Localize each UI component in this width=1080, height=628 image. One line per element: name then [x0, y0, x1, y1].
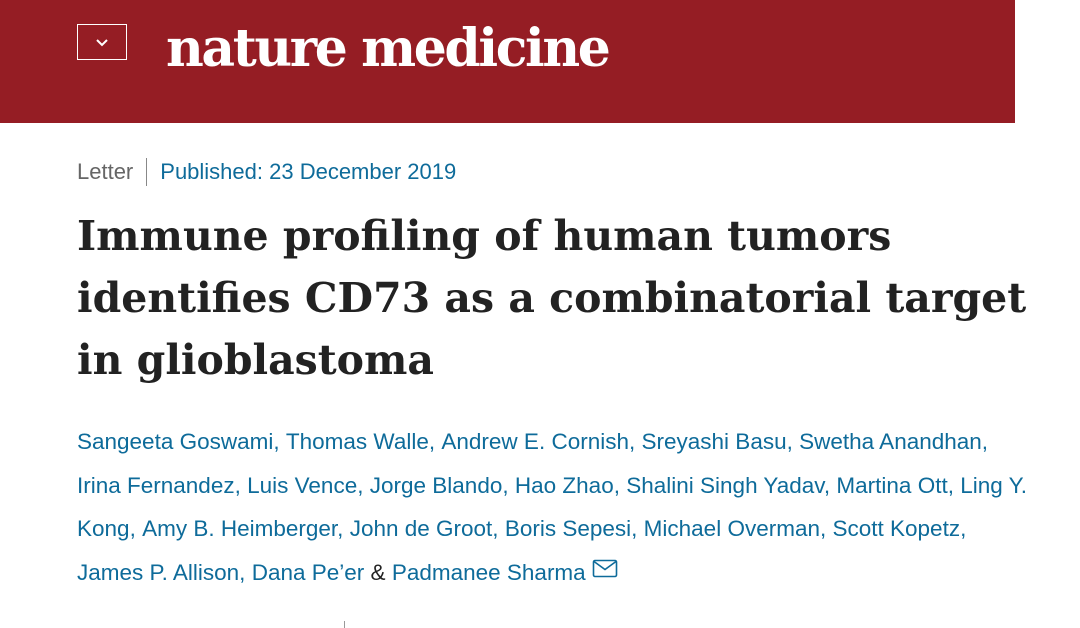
author-link[interactable]: Michael Overman — [643, 516, 820, 541]
author-separator: , — [502, 472, 509, 498]
author-link[interactable]: John de Groot — [349, 516, 493, 541]
author-item: Sreyashi Basu, — [642, 429, 800, 454]
author-separator: , — [786, 429, 793, 454]
author-link[interactable]: Ling Y. Kong — [77, 472, 1027, 542]
author-item: Michael Overman, — [644, 516, 833, 541]
author-item: Amy B. Heimberger, — [142, 516, 350, 541]
author-item: Irina Fernandez, — [77, 473, 247, 498]
site-header: nature medicine — [0, 0, 1015, 123]
author-item: John de Groot, — [350, 516, 505, 541]
author-link[interactable]: Luis Vence — [247, 472, 358, 498]
author-separator: , — [819, 516, 827, 541]
author-separator: , — [234, 472, 241, 498]
author-separator: , — [947, 472, 954, 498]
author-link[interactable]: Andrew E. Cornish — [441, 429, 629, 454]
author-link[interactable]: Jorge Blando — [369, 472, 503, 498]
author-link[interactable]: Swetha Anandhan — [799, 429, 982, 454]
author-item: Boris Sepesi, — [505, 516, 644, 541]
author-separator: , — [823, 472, 831, 498]
author-item: Scott Kopetz, — [833, 516, 967, 541]
author-link[interactable]: Thomas Walle — [285, 429, 429, 454]
author-link[interactable]: Boris Sepesi — [504, 516, 632, 541]
chevron-down-icon — [96, 38, 108, 46]
author-link[interactable]: Shalini Singh Yadav — [626, 472, 824, 498]
author-link[interactable]: Dana Pe’er — [251, 559, 365, 585]
author-item: Andrew E. Cornish, — [441, 429, 641, 454]
author-item: Sangeeta Goswami, — [77, 429, 286, 454]
author-item: Thomas Walle, — [286, 429, 442, 454]
author-item: Luis Vence, — [247, 473, 370, 498]
author-link[interactable]: Amy B. Heimberger — [142, 516, 338, 541]
author-separator: , — [981, 429, 989, 454]
published-date: Published: 23 December 2019 — [160, 159, 457, 184]
author-separator: , — [273, 429, 280, 454]
author-item: Martina Ott, — [836, 473, 960, 498]
author-link[interactable]: Martina Ott — [836, 472, 948, 498]
article-title: Immune profiling of human tumors identif… — [77, 212, 1027, 384]
author-separator: , — [239, 559, 246, 585]
author-separator: , — [492, 516, 499, 541]
author-list: Sangeeta Goswami, Thomas Walle, Andrew E… — [77, 420, 1037, 594]
menu-toggle-button[interactable] — [77, 24, 127, 60]
author-item: Ling Y. Kong, — [77, 473, 1027, 542]
site-logo[interactable]: nature medicine — [166, 18, 611, 79]
author-separator: , — [129, 516, 136, 541]
author-link[interactable]: Scott Kopetz — [832, 516, 961, 541]
author-link[interactable]: Padmanee Sharma — [391, 559, 586, 585]
author-item: Dana Pe’er & — [252, 560, 392, 585]
author-item: Jorge Blando, — [370, 473, 515, 498]
author-link[interactable]: Sreyashi Basu — [641, 429, 787, 454]
author-item: Padmanee Sharma — [391, 559, 618, 585]
author-link[interactable]: Irina Fernandez — [77, 472, 235, 498]
author-item: Hao Zhao, — [515, 473, 626, 498]
author-separator: , — [357, 472, 364, 498]
author-item: Swetha Anandhan, — [799, 429, 988, 454]
author-link[interactable]: James P. Allison — [77, 559, 240, 585]
author-separator: , — [337, 516, 344, 541]
article-meta: Letter Published: 23 December 2019 — [77, 157, 456, 187]
author-separator: , — [613, 472, 620, 498]
mail-icon[interactable] — [592, 559, 618, 578]
author-item: Shalini Singh Yadav, — [626, 473, 836, 498]
author-link[interactable]: Hao Zhao — [514, 472, 614, 498]
divider-tick — [344, 621, 345, 628]
author-joiner: & — [370, 559, 386, 585]
author-separator: , — [628, 429, 636, 454]
author-item: James P. Allison, — [77, 560, 252, 585]
meta-divider — [146, 158, 148, 186]
author-separator: , — [960, 516, 967, 541]
author-separator: , — [428, 429, 436, 454]
author-link[interactable]: Sangeeta Goswami — [77, 429, 274, 454]
author-separator: , — [631, 516, 638, 541]
article-type: Letter — [77, 159, 134, 184]
